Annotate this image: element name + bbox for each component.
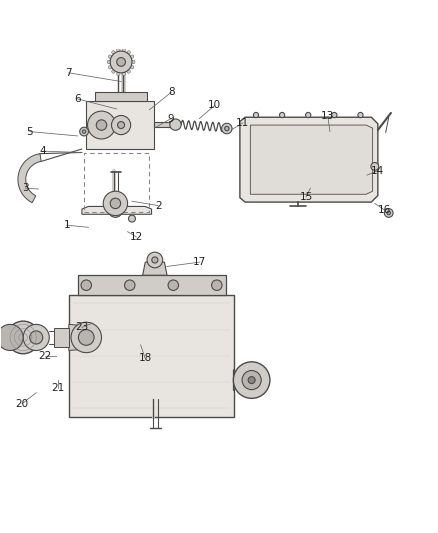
Circle shape [80, 127, 88, 136]
Circle shape [385, 208, 393, 217]
Circle shape [168, 280, 179, 290]
Circle shape [212, 280, 222, 290]
Polygon shape [18, 154, 41, 203]
Circle shape [242, 370, 261, 390]
Circle shape [110, 198, 120, 208]
Circle shape [233, 362, 270, 398]
Circle shape [131, 60, 135, 63]
Circle shape [127, 70, 131, 73]
Polygon shape [154, 122, 173, 127]
Circle shape [71, 322, 102, 353]
Circle shape [78, 329, 94, 345]
Polygon shape [69, 325, 80, 351]
Text: 13: 13 [321, 111, 335, 122]
Text: 9: 9 [168, 114, 174, 124]
Text: 11: 11 [237, 118, 250, 128]
Circle shape [248, 377, 255, 384]
Text: 23: 23 [75, 322, 88, 333]
Polygon shape [240, 117, 378, 202]
Circle shape [358, 112, 363, 118]
Circle shape [124, 280, 135, 290]
Circle shape [371, 163, 379, 171]
Circle shape [306, 112, 311, 118]
Polygon shape [143, 262, 167, 275]
Circle shape [108, 55, 112, 59]
Circle shape [88, 111, 116, 139]
Text: 16: 16 [378, 205, 391, 215]
Circle shape [387, 211, 391, 215]
Circle shape [279, 112, 285, 118]
Text: 20: 20 [16, 399, 29, 409]
Text: 10: 10 [208, 100, 221, 110]
Text: 12: 12 [130, 232, 143, 242]
Circle shape [103, 191, 127, 215]
Circle shape [127, 51, 131, 54]
Polygon shape [78, 275, 226, 295]
Text: 1: 1 [64, 220, 70, 230]
Circle shape [109, 204, 122, 217]
Polygon shape [233, 369, 234, 391]
Circle shape [222, 123, 232, 134]
Text: 17: 17 [193, 257, 206, 267]
Circle shape [96, 120, 107, 130]
Text: 8: 8 [168, 87, 174, 98]
Circle shape [122, 72, 126, 76]
Polygon shape [69, 295, 234, 417]
Circle shape [23, 325, 49, 351]
Circle shape [108, 66, 112, 69]
Text: 4: 4 [39, 146, 46, 156]
Polygon shape [95, 92, 147, 101]
Polygon shape [251, 125, 373, 194]
Polygon shape [53, 328, 69, 347]
Circle shape [117, 72, 120, 76]
Text: 2: 2 [155, 200, 161, 211]
Circle shape [107, 60, 111, 63]
Circle shape [113, 207, 118, 213]
Circle shape [117, 49, 120, 52]
Circle shape [128, 215, 135, 222]
Text: 7: 7 [66, 68, 72, 78]
Text: 3: 3 [22, 183, 28, 193]
Circle shape [147, 252, 162, 268]
Text: 5: 5 [26, 126, 33, 136]
Circle shape [170, 119, 181, 130]
Circle shape [0, 325, 23, 351]
Circle shape [112, 70, 115, 73]
Circle shape [117, 58, 125, 66]
Text: 14: 14 [371, 166, 385, 176]
Polygon shape [82, 206, 152, 214]
Text: 22: 22 [38, 351, 52, 361]
Circle shape [112, 116, 131, 135]
Circle shape [152, 257, 158, 263]
Circle shape [332, 112, 337, 118]
Text: 18: 18 [138, 353, 152, 363]
Circle shape [225, 126, 229, 131]
Text: 21: 21 [51, 383, 64, 393]
Circle shape [30, 331, 43, 344]
Circle shape [122, 49, 126, 52]
Circle shape [117, 122, 124, 128]
Polygon shape [86, 101, 154, 149]
Ellipse shape [7, 321, 39, 354]
Text: 6: 6 [74, 94, 81, 104]
Bar [84, 154, 149, 212]
Circle shape [131, 66, 134, 69]
Circle shape [82, 130, 86, 133]
Circle shape [131, 55, 134, 59]
Circle shape [81, 280, 92, 290]
Circle shape [253, 112, 258, 118]
Circle shape [112, 51, 115, 54]
Circle shape [110, 51, 132, 73]
Text: 15: 15 [300, 192, 313, 202]
